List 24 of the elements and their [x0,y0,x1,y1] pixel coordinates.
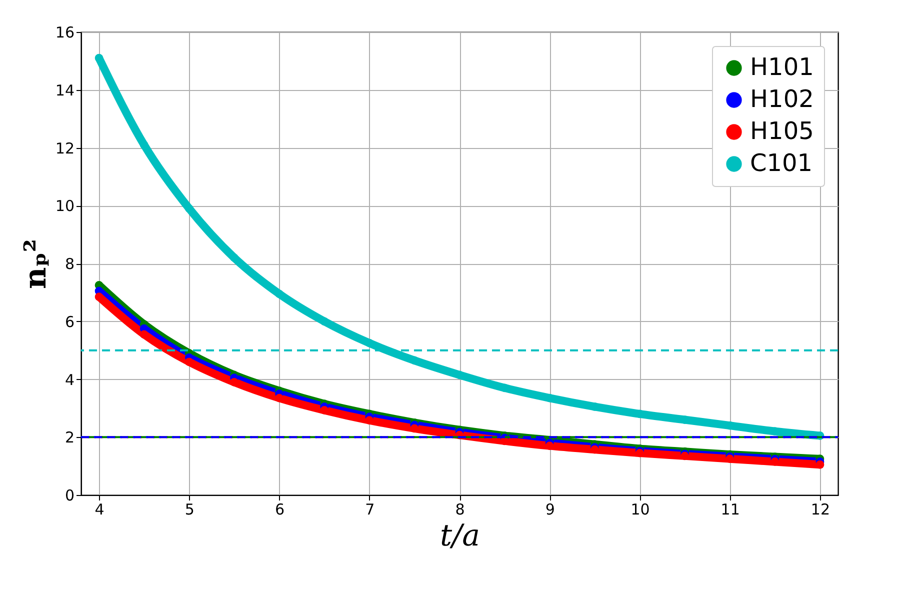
x-tick-label: 11 [720,500,740,518]
x-axis-title: t/a [440,518,480,554]
x-tick-label: 5 [184,500,194,518]
x-tick-label: 8 [455,500,465,518]
y-tick-label: 2 [64,428,74,447]
x-tick-label: 7 [365,500,375,518]
x-tick-label: 4 [94,500,104,518]
y-tick-label: 10 [55,197,74,216]
x-tick-label: 10 [630,500,650,518]
y-tick-label: 6 [64,312,74,331]
x-tick-label: 6 [274,500,285,518]
legend-label: H101 [750,53,814,81]
y-tick-label: 4 [64,370,74,389]
y-tick-label: 0 [64,486,74,504]
y-tick-label: 16 [55,24,74,42]
y-tick-label: 8 [64,255,74,273]
x-tick-label: 12 [810,500,830,518]
x-tick-label: 9 [545,500,555,518]
legend-label: H105 [750,117,814,145]
legend-label: C101 [750,149,813,177]
legend-label: H102 [750,85,814,113]
y-tick-label: 12 [55,139,74,158]
y-tick-label: 14 [55,81,74,100]
y-axis-title: nₚ² [18,239,54,289]
